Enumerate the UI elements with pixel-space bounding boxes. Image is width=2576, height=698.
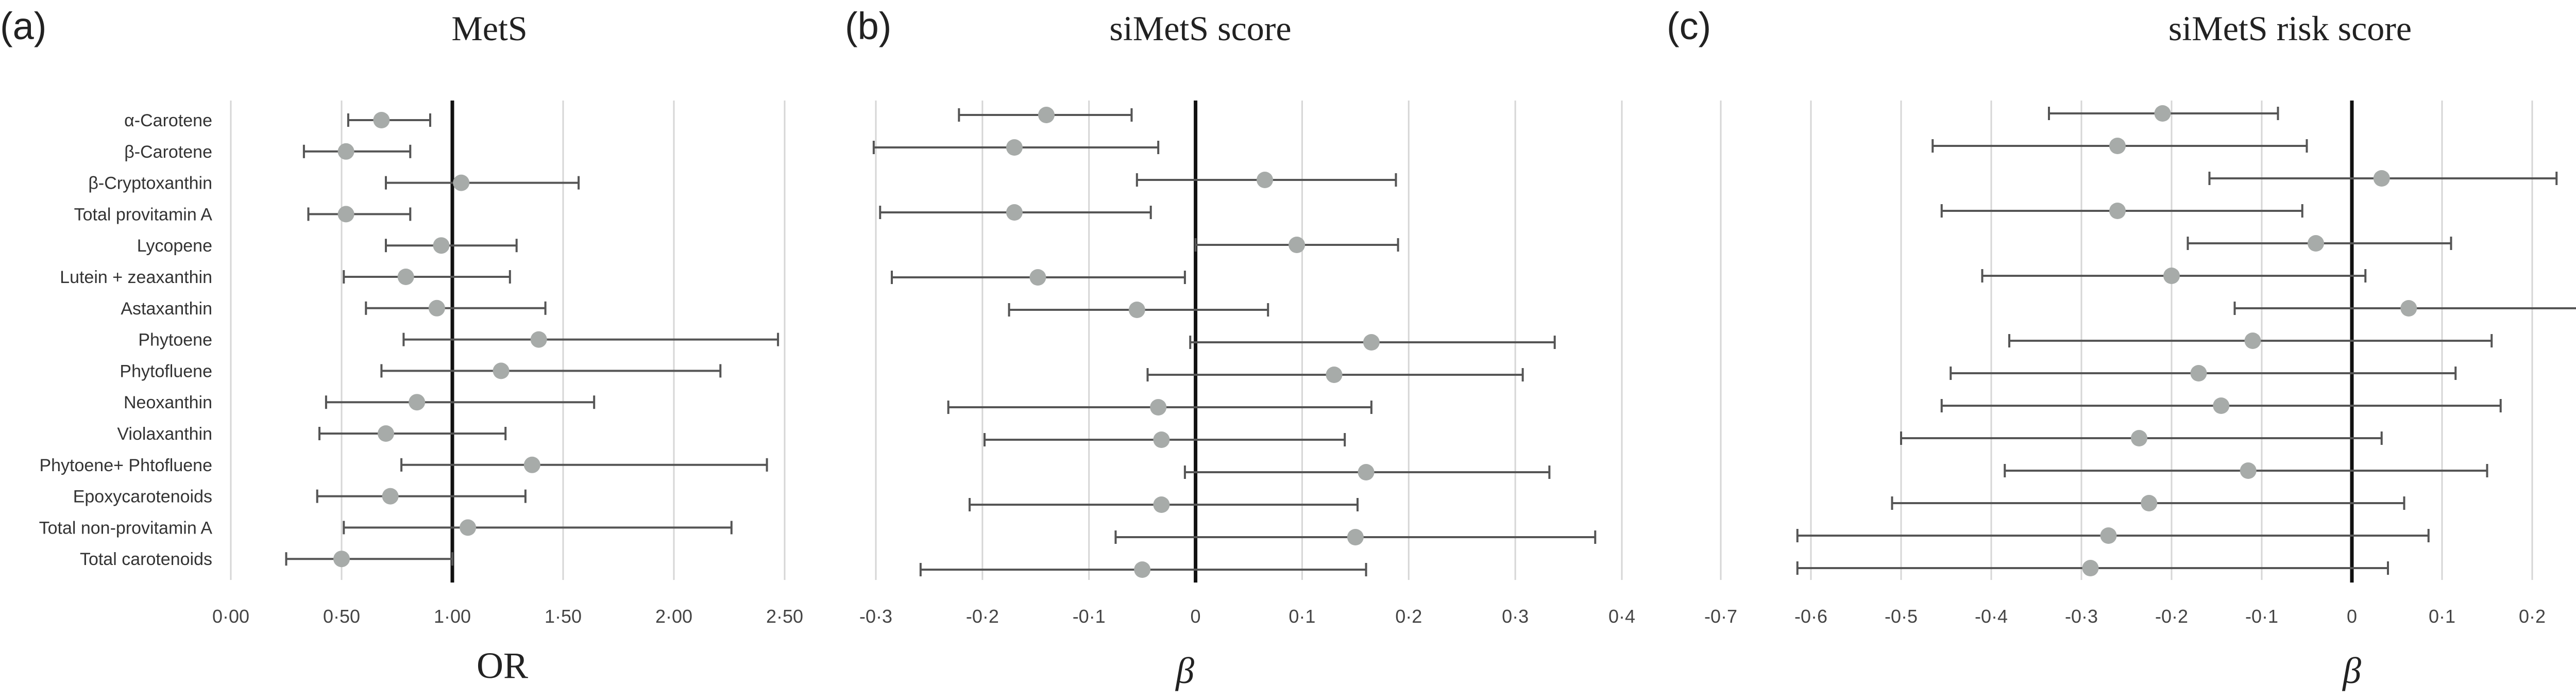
panel-label: (b): [845, 5, 891, 47]
point-estimate: [460, 519, 477, 536]
x-tick-label: 0·00: [212, 606, 249, 627]
point-estimate: [1153, 496, 1170, 513]
y-category-label: Total non-provitamin A: [39, 518, 213, 538]
point-estimate: [397, 269, 414, 285]
point-estimate: [453, 174, 470, 191]
point-estimate: [433, 237, 450, 254]
point-estimate: [2213, 397, 2230, 414]
y-category-label: β-Carotene: [124, 142, 212, 162]
x-tick-label: 0·2: [2519, 606, 2546, 627]
point-estimate: [1150, 399, 1167, 416]
panel-title: siMetS risk score: [2168, 9, 2412, 48]
x-tick-label: -0·2: [2155, 606, 2188, 627]
point-estimate: [523, 456, 540, 473]
x-tick-label: -0·3: [859, 606, 892, 627]
x-tick-label: -0·4: [1975, 606, 2008, 627]
y-category-label: Phytoene: [138, 330, 212, 350]
x-tick-label: 1·00: [434, 606, 471, 627]
point-estimate: [1347, 529, 1364, 545]
y-category-label: Violaxanthin: [117, 424, 212, 444]
point-estimate: [333, 551, 350, 568]
x-tick-label: 1·50: [545, 606, 582, 627]
y-category-label: Lutein + zeaxanthin: [60, 268, 212, 287]
x-tick-label: 0: [1191, 606, 1201, 627]
point-estimate: [1289, 237, 1306, 253]
point-estimate: [1038, 107, 1055, 123]
point-estimate: [2373, 170, 2390, 187]
point-estimate: [2109, 203, 2126, 219]
x-tick-label: -0·3: [2065, 606, 2098, 627]
point-estimate: [382, 488, 399, 505]
point-estimate: [1358, 464, 1375, 480]
y-category-label: β-Cryptoxanthin: [88, 174, 212, 193]
x-tick-label: 0·2: [1395, 606, 1422, 627]
point-estimate: [378, 425, 394, 442]
point-estimate: [530, 331, 547, 348]
point-estimate: [2240, 462, 2257, 479]
point-estimate: [1134, 561, 1151, 578]
y-category-label: Neoxanthin: [124, 393, 212, 412]
point-estimate: [1363, 334, 1380, 351]
panel-label: (a): [0, 5, 46, 47]
point-estimate: [2400, 300, 2417, 317]
point-estimate: [2109, 138, 2126, 154]
x-tick-label: 0·1: [1289, 606, 1315, 627]
x-tick-label: -0·6: [1794, 606, 1827, 627]
point-estimate: [2163, 268, 2180, 284]
point-estimate: [1257, 172, 1274, 188]
x-tick-label: -0·5: [1885, 606, 1918, 627]
point-estimate: [493, 362, 510, 379]
y-category-label: Astaxanthin: [121, 299, 212, 319]
y-category-label: Lycopene: [137, 236, 212, 256]
x-tick-label: 0·50: [323, 606, 360, 627]
point-estimate: [1006, 204, 1023, 221]
point-estimate: [1153, 431, 1170, 448]
y-category-label: Epoxycarotenoids: [73, 487, 212, 507]
point-estimate: [1006, 139, 1023, 156]
y-category-label: α-Carotene: [124, 111, 212, 130]
x-tick-label: 0·4: [1608, 606, 1635, 627]
point-estimate: [337, 206, 354, 223]
point-estimate: [1326, 367, 1343, 383]
x-axis-label: β: [1175, 650, 1194, 691]
x-tick-label: 2·00: [655, 606, 692, 627]
point-estimate: [2141, 495, 2158, 511]
point-estimate: [2244, 333, 2261, 349]
point-estimate: [2308, 235, 2324, 252]
point-estimate: [409, 394, 426, 411]
point-estimate: [428, 300, 445, 317]
x-tick-label: 0·3: [1502, 606, 1529, 627]
x-tick-label: 0·1: [2429, 606, 2455, 627]
point-estimate: [1128, 302, 1145, 318]
x-axis-label: OR: [477, 645, 528, 686]
y-category-label: Phytoene+ Phtofluene: [39, 456, 212, 475]
x-tick-label: 2·50: [766, 606, 803, 627]
point-estimate: [2154, 105, 2171, 122]
x-tick-label: -0·1: [2245, 606, 2278, 627]
point-estimate: [2100, 527, 2117, 544]
panel-title: siMetS score: [1109, 9, 1291, 48]
point-estimate: [2131, 430, 2147, 446]
point-estimate: [337, 143, 354, 160]
point-estimate: [1029, 269, 1046, 286]
y-category-label: Phytofluene: [120, 361, 212, 381]
x-axis-label: β: [2342, 650, 2361, 691]
panel-title: MetS: [451, 9, 527, 48]
x-tick-label: -0·2: [966, 606, 999, 627]
point-estimate: [2190, 365, 2207, 381]
x-tick-label: -0·7: [1704, 606, 1737, 627]
panel-label: (c): [1667, 5, 1711, 47]
point-estimate: [373, 112, 390, 128]
point-estimate: [2082, 560, 2099, 576]
x-tick-label: -0·1: [1073, 606, 1106, 627]
x-tick-label: 0: [2347, 606, 2357, 627]
y-category-label: Total provitamin A: [74, 205, 213, 224]
y-category-label: Total carotenoids: [80, 550, 212, 569]
